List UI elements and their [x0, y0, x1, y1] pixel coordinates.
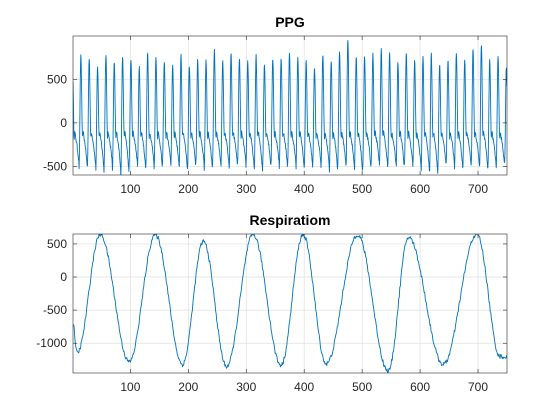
- respiration-x-tick-label: 700: [468, 380, 488, 394]
- ppg-x-tick-label: 200: [178, 182, 198, 196]
- respiration-series-line: [73, 234, 507, 373]
- respiration-x-tick-label: 400: [294, 380, 314, 394]
- ppg-chart: 100 200 300 400 500 600 700 -500 0 500 PPG: [43, 14, 508, 196]
- ppg-x-tick-label: 300: [236, 182, 256, 196]
- respiration-x-tick-label: 600: [410, 380, 430, 394]
- respiration-chart: 100 200 300 400 500 600 700 -1000 -500 0 500 Respir…: [36, 212, 508, 394]
- respiration-x-tick-label: 300: [236, 380, 256, 394]
- respiration-x-tick-label: 100: [120, 380, 140, 394]
- respiration-axes-box: [72, 233, 508, 374]
- ppg-y-tick-label: 0: [60, 116, 67, 130]
- respiration-plot-area: [73, 234, 507, 373]
- ppg-x-tick-label: 500: [352, 182, 372, 196]
- respiration-y-tick-label: -1000: [36, 336, 67, 350]
- respiration-y-tick-label: -500: [43, 303, 67, 317]
- ppg-x-tick-label: 100: [120, 182, 140, 196]
- ppg-x-tick-label: 600: [410, 182, 430, 196]
- ppg-x-tick-label: 700: [468, 182, 488, 196]
- ppg-y-tick-label: -500: [43, 159, 67, 173]
- respiration-x-tick-label: 200: [178, 380, 198, 394]
- respiration-title: Respiratiom: [250, 212, 331, 228]
- ppg-title: PPG: [275, 14, 305, 30]
- ppg-axes-box: [72, 35, 508, 176]
- respiration-y-tick-label: 0: [60, 270, 67, 284]
- respiration-y-tick-label: 500: [47, 237, 67, 251]
- respiration-x-tick-label: 500: [352, 380, 372, 394]
- ppg-x-tick-label: 400: [294, 182, 314, 196]
- ppg-series-line: [73, 39, 507, 175]
- ppg-y-tick-label: 500: [47, 72, 67, 86]
